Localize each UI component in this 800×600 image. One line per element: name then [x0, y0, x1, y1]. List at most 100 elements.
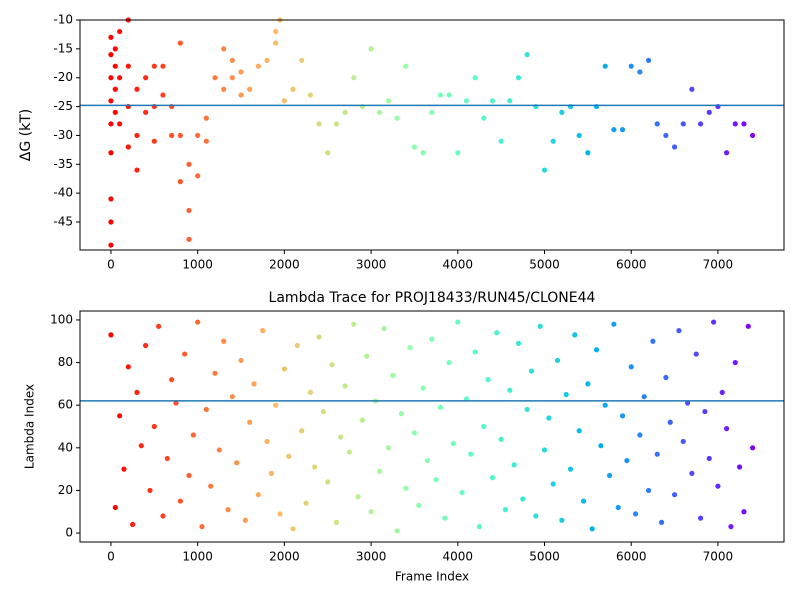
point	[251, 381, 257, 387]
point	[394, 115, 400, 121]
x-axis-label: Frame Index	[395, 570, 469, 584]
point	[368, 46, 374, 52]
point	[164, 455, 170, 462]
point	[533, 513, 539, 519]
point	[697, 121, 704, 127]
point	[303, 500, 309, 506]
point	[221, 46, 227, 52]
point	[190, 432, 196, 438]
point	[481, 115, 487, 121]
x-tick-label: 0	[107, 258, 115, 272]
point	[585, 381, 591, 387]
point	[511, 462, 517, 468]
point	[689, 470, 695, 476]
point	[615, 504, 621, 511]
point	[112, 46, 118, 52]
point	[290, 86, 296, 92]
point	[463, 396, 470, 402]
point	[134, 167, 140, 173]
point	[468, 451, 474, 457]
y-tick-label: -20	[53, 70, 73, 84]
y-tick-label: -25	[53, 99, 73, 113]
point	[442, 515, 448, 521]
point	[264, 57, 270, 64]
point	[208, 483, 214, 489]
point	[320, 408, 326, 415]
point	[121, 466, 127, 472]
point	[108, 332, 114, 338]
point	[624, 457, 630, 464]
point	[238, 69, 244, 75]
point	[195, 132, 201, 139]
point	[229, 75, 235, 81]
x-tick-label: 6000	[616, 550, 647, 564]
point	[676, 328, 682, 334]
point	[108, 121, 114, 127]
point	[156, 323, 162, 329]
point	[117, 121, 123, 127]
point	[385, 445, 392, 451]
point	[706, 455, 712, 462]
point	[355, 494, 361, 500]
point	[273, 28, 279, 35]
point	[667, 419, 673, 425]
x-tick-label: 2000	[269, 258, 300, 272]
point	[307, 389, 313, 396]
point	[528, 368, 535, 374]
point	[559, 109, 565, 115]
point	[108, 219, 114, 225]
point	[602, 402, 608, 408]
y-tick-label: -45	[53, 215, 73, 229]
point	[177, 498, 183, 504]
point	[697, 515, 704, 521]
point	[281, 98, 287, 104]
point	[203, 138, 209, 144]
point	[663, 132, 669, 139]
point	[160, 63, 166, 69]
point	[732, 359, 738, 366]
point	[316, 121, 322, 127]
point	[125, 364, 131, 370]
point	[238, 357, 244, 364]
point	[281, 366, 287, 372]
point	[368, 509, 374, 515]
point	[580, 498, 587, 504]
plot-frame	[79, 310, 785, 543]
point	[572, 332, 578, 338]
point	[437, 92, 444, 98]
point	[108, 242, 114, 248]
point	[203, 406, 209, 413]
point	[745, 323, 751, 329]
x-tick-label: 4000	[443, 258, 474, 272]
point	[671, 144, 678, 150]
point	[151, 423, 157, 430]
point	[329, 362, 335, 368]
point	[524, 52, 530, 58]
point	[507, 387, 513, 393]
point	[455, 150, 461, 156]
point	[346, 449, 353, 455]
point	[481, 423, 487, 430]
point	[658, 519, 665, 525]
point	[364, 353, 370, 359]
y-tick-label: -15	[53, 41, 73, 55]
point	[485, 377, 491, 383]
point	[645, 57, 652, 64]
point	[741, 509, 747, 515]
y-tick-label: -30	[53, 128, 73, 142]
point	[264, 438, 270, 445]
point	[229, 394, 235, 400]
point	[242, 517, 248, 523]
point	[134, 132, 140, 139]
point	[381, 325, 387, 332]
point	[234, 460, 240, 466]
point	[247, 419, 253, 425]
point	[333, 121, 340, 127]
y-tick-label: 0	[65, 526, 73, 540]
x-tick-label: 4000	[443, 550, 474, 564]
point	[312, 464, 318, 470]
point	[541, 447, 548, 453]
point	[147, 487, 153, 494]
point	[268, 470, 274, 476]
